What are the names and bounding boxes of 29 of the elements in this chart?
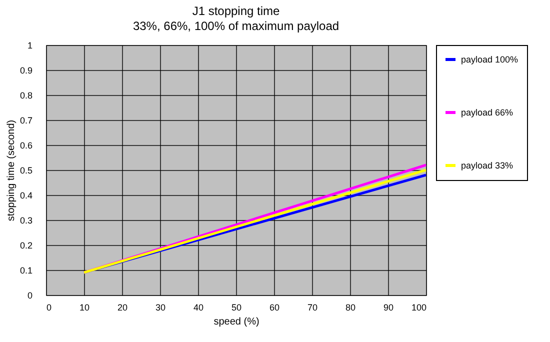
x-tick-label: 30 (155, 302, 166, 312)
y-tick-label: 0.9 (20, 66, 32, 76)
legend-label: payload 100% (461, 54, 518, 64)
x-tick-label: 70 (307, 302, 318, 312)
y-tick-label: 0.2 (20, 240, 32, 250)
y-tick-label: 1 (27, 40, 32, 50)
y-tick-label: 0.3 (20, 216, 32, 226)
x-tick-label: 90 (383, 302, 394, 312)
y-tick-label: 0 (27, 290, 32, 300)
y-axis-title: stopping time (second) (6, 120, 17, 222)
x-tick-label: 20 (117, 302, 128, 312)
y-tick-label: 0.5 (20, 166, 32, 176)
x-tick-label: 10 (79, 302, 90, 312)
legend-label: payload 66% (461, 108, 514, 118)
legend-label: payload 33% (461, 160, 514, 170)
x-tick-label: 40 (193, 302, 204, 312)
x-tick-label: 80 (345, 302, 356, 312)
x-tick-label: 100 (411, 302, 426, 312)
x-tick-label: 0 (46, 302, 52, 312)
chart-subtitle: 33%, 66%, 100% of maximum payload (132, 19, 340, 33)
y-tick-label: 0.8 (20, 90, 32, 100)
y-tick-label: 0.7 (20, 116, 32, 126)
x-tick-label: 60 (269, 302, 280, 312)
y-tick-label: 0.6 (20, 140, 32, 150)
x-tick-label: 50 (231, 302, 242, 312)
y-tick-label: 0.4 (20, 190, 32, 200)
x-axis-title: speed (%) (214, 316, 260, 328)
y-tick-label: 0.1 (20, 266, 32, 276)
chart-title: J1 stopping time (192, 4, 280, 18)
